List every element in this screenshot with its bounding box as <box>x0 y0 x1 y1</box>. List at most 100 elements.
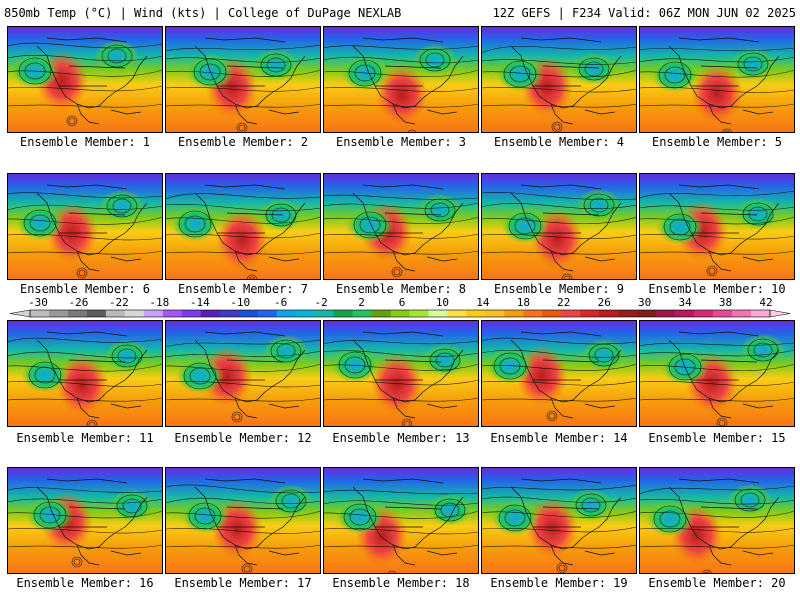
temperature-colorbar <box>9 309 791 318</box>
colorbar-tick-label: 6 <box>398 296 406 309</box>
ensemble-member-map <box>323 467 479 574</box>
ensemble-member-label: Ensemble Member: 17 <box>174 576 312 590</box>
ensemble-member-map <box>639 320 795 427</box>
ensemble-member-label: Ensemble Member: 2 <box>177 135 309 149</box>
colorbar-min-arrow <box>9 309 31 318</box>
colorbar-swatch <box>694 310 714 317</box>
colorbar-tick-label: -30 <box>28 296 48 309</box>
colorbar-swatch <box>409 310 429 317</box>
colorbar-swatch <box>751 310 771 317</box>
colorbar-tick-label: 2 <box>358 296 365 309</box>
colorbar-tick-label: -2 <box>314 296 328 309</box>
ensemble-member-map <box>165 467 321 574</box>
colorbar-swatch <box>618 310 638 317</box>
ensemble-member-map <box>165 26 321 133</box>
ensemble-member-map <box>481 320 637 427</box>
colorbar-swatch <box>732 310 752 317</box>
ensemble-member-label: Ensemble Member: 3 <box>335 135 467 149</box>
ensemble-member-map <box>639 173 795 280</box>
colorbar-tick-label: 18 <box>516 296 530 309</box>
ensemble-member-map <box>323 173 479 280</box>
colorbar-swatch <box>390 310 410 317</box>
ensemble-member-label: Ensemble Member: 15 <box>648 431 786 445</box>
colorbar-swatch <box>428 310 448 317</box>
colorbar-swatch <box>86 310 107 317</box>
ensemble-member-map <box>7 26 163 133</box>
ensemble-member-label: Ensemble Member: 6 <box>19 282 151 296</box>
ensemble-member-map <box>323 320 479 427</box>
colorbar-tick-label: 38 <box>718 296 733 309</box>
ensemble-member-label: Ensemble Member: 14 <box>490 431 628 445</box>
colorbar-swatch <box>295 310 316 317</box>
colorbar-tick-label: -6 <box>274 296 288 309</box>
colorbar-tick-label: -10 <box>230 296 251 309</box>
header-bar: 850mb Temp (°C) | Wind (kts) | College o… <box>0 0 800 24</box>
ensemble-member-label: Ensemble Member: 10 <box>648 282 786 296</box>
colorbar-swatch <box>105 310 126 317</box>
ensemble-member-map <box>639 26 795 133</box>
colorbar-max-arrow <box>769 309 791 318</box>
ensemble-member-label: Ensemble Member: 5 <box>651 135 783 149</box>
colorbar-swatch <box>314 310 335 317</box>
colorbar-tick-label: -14 <box>189 296 210 309</box>
colorbar-tick-label: 14 <box>476 296 490 309</box>
colorbar-tick-labels: -30 -26 -22 -18 -14 -10 -6 -2 2 6 10 14 18 22 26 30 34 38… <box>0 296 800 309</box>
ensemble-member-label: Ensemble Member: 13 <box>332 431 470 445</box>
colorbar-tick-label: -26 <box>68 296 89 309</box>
colorbar-tick-label: 22 <box>557 296 571 309</box>
ensemble-member-map <box>323 26 479 133</box>
colorbar-tick-label: 34 <box>678 296 692 309</box>
colorbar-swatch <box>143 310 164 317</box>
colorbar-swatch <box>67 310 88 317</box>
product-title: 850mb Temp (°C) | Wind (kts) | College o… <box>4 6 402 20</box>
ensemble-member-map <box>7 467 163 574</box>
ensemble-member-label: Ensemble Member: 9 <box>493 282 625 296</box>
colorbar-swatch <box>181 310 202 317</box>
colorbar-swatch <box>580 310 600 317</box>
colorbar-swatch <box>30 310 50 317</box>
colorbar-swatch <box>162 310 183 317</box>
ensemble-member-label: Ensemble Member: 4 <box>493 135 625 149</box>
ensemble-member-label: Ensemble Member: 1 <box>19 135 151 149</box>
colorbar-swatch <box>466 310 486 317</box>
colorbar-swatch <box>504 310 524 317</box>
ensemble-member-map <box>481 26 637 133</box>
ensemble-member-map <box>7 173 163 280</box>
ensemble-member-label: Ensemble Member: 8 <box>335 282 467 296</box>
colorbar-tick-label: 30 <box>638 296 652 309</box>
colorbar-swatch <box>257 310 278 317</box>
colorbar-swatch <box>656 310 676 317</box>
colorbar-swatch <box>276 310 297 317</box>
colorbar-tick-label: 10 <box>435 296 450 309</box>
ensemble-member-map <box>481 467 637 574</box>
ensemble-member-map <box>165 320 321 427</box>
ensemble-member-label: Ensemble Member: 7 <box>177 282 309 296</box>
ensemble-member-label: Ensemble Member: 20 <box>648 576 786 590</box>
run-valid-time: 12Z GEFS | F234 Valid: 06Z MON JUN 02 20… <box>492 6 796 20</box>
colorbar-tick-label: -22 <box>108 296 129 309</box>
colorbar-tick-label: 26 <box>597 296 611 309</box>
ensemble-member-map <box>639 467 795 574</box>
colorbar-swatch <box>542 310 562 317</box>
colorbar-swatch <box>447 310 467 317</box>
colorbar-swatch <box>561 310 581 317</box>
colorbar-tick-label: 42 <box>759 296 773 309</box>
colorbar-swatch <box>637 310 657 317</box>
colorbar-tick-label: -18 <box>149 296 170 309</box>
ensemble-member-label: Ensemble Member: 12 <box>174 431 312 445</box>
colorbar-swatch <box>200 310 221 317</box>
ensemble-member-label: Ensemble Member: 18 <box>332 576 470 590</box>
colorbar-swatch <box>485 310 505 317</box>
colorbar-swatch <box>219 310 240 317</box>
ensemble-member-map <box>165 173 321 280</box>
colorbar-swatch <box>675 310 695 317</box>
ensemble-member-map <box>7 320 163 427</box>
ensemble-member-label: Ensemble Member: 19 <box>490 576 628 590</box>
colorbar-swatch <box>352 310 373 317</box>
ensemble-member-label: Ensemble Member: 11 <box>16 431 154 445</box>
colorbar-swatch <box>238 310 259 317</box>
ensemble-member-map <box>481 173 637 280</box>
ensemble-member-label: Ensemble Member: 16 <box>16 576 154 590</box>
colorbar-swatch <box>371 310 392 317</box>
colorbar-swatch <box>333 310 354 317</box>
